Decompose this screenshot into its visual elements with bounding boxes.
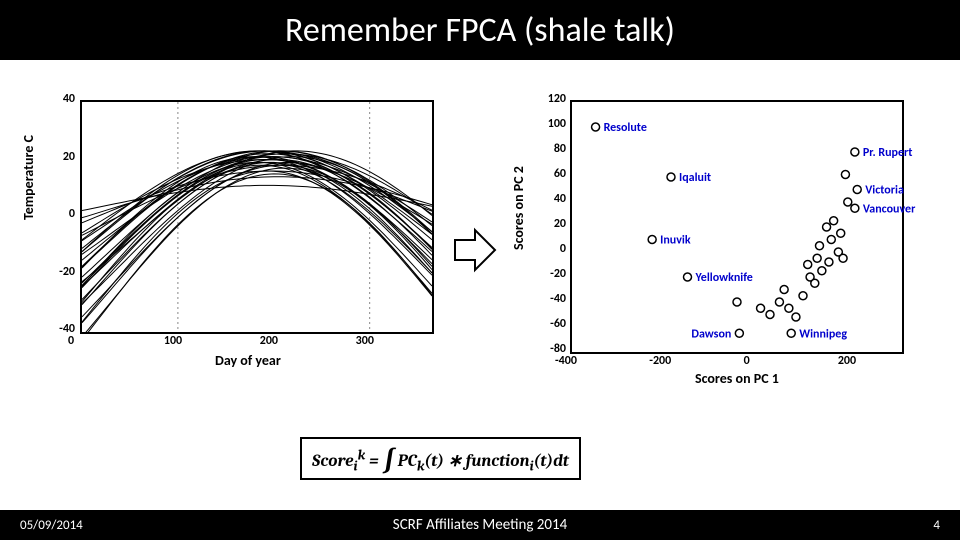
left-xlabel: Day of year [215, 352, 281, 369]
svg-text:Inuvik: Inuvik [660, 234, 691, 248]
right-xtick: -400 [555, 354, 577, 368]
slide-body: Temperature C Day of year -40-2002040 01… [0, 60, 960, 510]
right-ytick: -60 [538, 317, 566, 331]
right-ytick: 120 [538, 92, 566, 106]
temperature-curves-chart [80, 100, 434, 334]
left-ylabel: Temperature C [20, 135, 37, 220]
footer-title: SCRF Affiliates Meeting 2014 [0, 516, 960, 534]
formula-text: Scoreik = ∫ PCk(t) ∗ functioni(t)dt [312, 452, 569, 471]
svg-text:Yellowknife: Yellowknife [695, 271, 753, 285]
right-ytick: 20 [538, 217, 566, 231]
right-ytick: 100 [538, 117, 566, 131]
right-xtick: 200 [838, 354, 856, 368]
right-xtick: 0 [744, 354, 750, 368]
left-xtick: 100 [164, 334, 182, 348]
svg-text:Victoria: Victoria [865, 184, 904, 198]
right-ylabel: Scores on PC 2 [510, 166, 527, 250]
footer-page: 4 [933, 518, 940, 533]
left-ytick: 40 [45, 92, 75, 106]
right-ytick: -40 [538, 292, 566, 306]
right-chart-container: Scores on PC 2 Scores on PC 1 -80-60-40-… [530, 90, 930, 390]
svg-text:Winnipeg: Winnipeg [799, 327, 847, 341]
right-ytick: 80 [538, 142, 566, 156]
slide-title: Remember FPCA (shale talk) [0, 0, 960, 60]
right-ytick: 0 [538, 242, 566, 256]
svg-text:Iqaluit: Iqaluit [679, 171, 711, 185]
slide-footer: 05/09/2014 SCRF Affiliates Meeting 2014 … [0, 510, 960, 540]
footer-date: 05/09/2014 [20, 518, 83, 533]
right-xtick: -200 [649, 354, 671, 368]
left-xtick: 300 [356, 334, 374, 348]
right-xlabel: Scores on PC 1 [695, 370, 779, 387]
left-ytick: 0 [45, 207, 75, 221]
left-chart-container: Temperature C Day of year -40-2002040 01… [40, 90, 440, 370]
pc-scores-scatter-chart: Resolute Iqaluit Inuvik Yellowknife Dawson Wi… [570, 100, 904, 354]
arrow-icon [450, 225, 500, 275]
svg-text:Dawson: Dawson [691, 327, 731, 341]
left-xtick: 200 [260, 334, 278, 348]
svg-text:Vancouver: Vancouver [863, 202, 916, 216]
svg-text:Pr. Rupert: Pr. Rupert [863, 146, 913, 160]
left-ytick: -20 [45, 265, 75, 279]
right-ytick: 40 [538, 192, 566, 206]
left-xtick: 0 [68, 334, 74, 348]
right-ytick: 60 [538, 167, 566, 181]
svg-text:Resolute: Resolute [604, 121, 647, 135]
right-ytick: -20 [538, 267, 566, 281]
score-formula: Scoreik = ∫ PCk(t) ∗ functioni(t)dt [300, 437, 581, 480]
left-ytick: 20 [45, 150, 75, 164]
